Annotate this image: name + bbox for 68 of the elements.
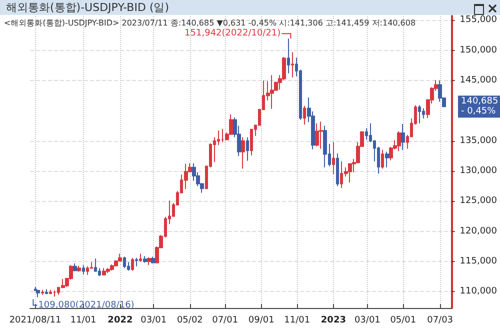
- x-tick-label: 05/02: [176, 316, 203, 326]
- candlestick: [36, 289, 40, 298]
- candlestick: [291, 52, 294, 78]
- x-tick-label: 05/01: [390, 316, 416, 326]
- candlestick: [401, 123, 405, 150]
- x-tick-label: 2021/08/11: [9, 316, 62, 326]
- x-tick-label: 09/01: [248, 316, 274, 326]
- x-tick-label: 03/01: [140, 316, 167, 326]
- y-tick-label: 110,000: [460, 286, 498, 297]
- candlestick: [323, 125, 327, 168]
- candlestick: [94, 258, 97, 272]
- chart-title: 해외통화(통합)-USDJPY-BID (일): [6, 1, 170, 14]
- candlestick: [241, 136, 245, 170]
- candlestick: [319, 121, 323, 150]
- candlestick: [49, 289, 52, 295]
- candlestick: [348, 163, 352, 184]
- candlestick: [315, 122, 319, 147]
- candlestick: [53, 290, 56, 298]
- candlestick: [86, 266, 89, 276]
- y-tick-label: 150,000: [460, 45, 498, 56]
- candlestick: [418, 104, 421, 124]
- candlestick: [397, 130, 401, 152]
- candlestick: [123, 256, 126, 269]
- x-tick-label: 2023: [320, 316, 346, 326]
- y-tick-label: 135,000: [460, 136, 498, 146]
- candlestick: [45, 288, 48, 295]
- candlestick: [110, 264, 114, 272]
- candlestick: [147, 256, 151, 266]
- y-tick-label: 130,000: [460, 166, 498, 176]
- candlestick: [381, 149, 384, 170]
- x-tick-label: 11/01: [70, 316, 96, 326]
- y-tick-label: 115,000: [460, 256, 498, 267]
- candlestick: [151, 256, 155, 264]
- x-tick-label: 07/03: [427, 316, 454, 326]
- annotation: 151,942(2022/10/21): [184, 28, 281, 39]
- y-tick-label: 120,000: [460, 226, 498, 236]
- candlestick: [336, 153, 339, 187]
- candlestick: [250, 128, 253, 156]
- chart-subtitle: <해외통화(통합)-USDJPY-BID> 2023/07/11 종:140,685 ▼0,631 -0,45% 시:141,306 고:141,459 저:140,608: [4, 18, 416, 28]
- candlestick: [131, 257, 134, 272]
- x-tick-label: 11/01: [284, 316, 310, 326]
- y-tick-label: 155,000: [460, 15, 498, 26]
- candlestick: [73, 262, 77, 272]
- candlestick: [77, 265, 81, 272]
- candlestick: [139, 253, 142, 262]
- x-tick-label: 07/01: [212, 316, 238, 326]
- x-tick-label: 03/01: [354, 316, 380, 326]
- x-tick-label: 2022: [108, 316, 133, 326]
- y-tick-label: 125,000: [460, 196, 498, 206]
- candlestick: [365, 128, 368, 140]
- y-tick-label: 145,000: [460, 76, 498, 86]
- candlestick: [135, 257, 138, 267]
- candlestick: [246, 136, 249, 162]
- candlestick: [102, 268, 106, 276]
- candlestick: [422, 108, 425, 120]
- candlestick: [41, 289, 44, 296]
- candlestick: [303, 105, 306, 126]
- candlestick: [287, 38, 290, 74]
- candlestick: [143, 256, 147, 264]
- candlestick: [270, 74, 274, 110]
- candlestick: [332, 142, 335, 175]
- candlestick: [82, 264, 85, 275]
- candlestick: [385, 151, 389, 168]
- candlestick: [118, 253, 122, 262]
- annotation: 140,685 - 0,45%: [461, 96, 498, 117]
- candlestick: [106, 268, 110, 274]
- annotation: 109,080(2021/08/16): [38, 300, 134, 310]
- candlestick: [184, 163, 188, 190]
